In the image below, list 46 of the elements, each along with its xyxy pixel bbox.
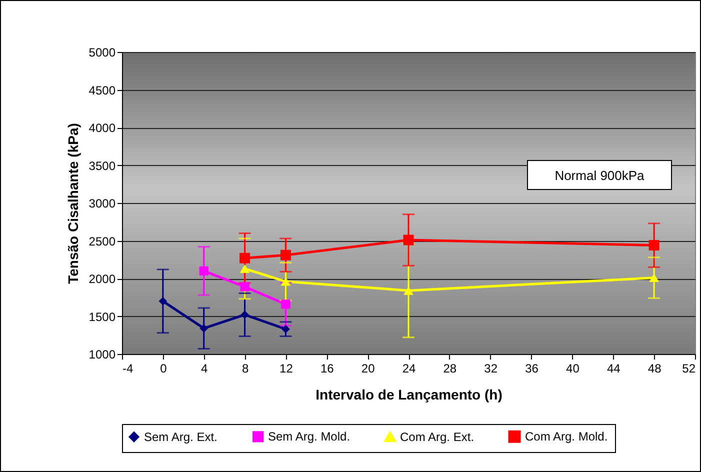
legend-label: Com Arg. Ext. (400, 430, 474, 444)
y-tick-label: 1000 (88, 348, 116, 362)
x-tick-label: 40 (566, 362, 580, 376)
y-axis-title: Tensão Cisalhante (kPa) (64, 123, 81, 284)
point (280, 277, 291, 286)
point (403, 234, 414, 246)
x-tick-label: 12 (280, 362, 294, 376)
y-tick-label: 3500 (88, 158, 116, 173)
legend-label: Sem Arg. Ext. (144, 430, 218, 444)
point (199, 266, 208, 276)
y-tick-label: 2000 (88, 272, 116, 286)
x-axis-title: Intervalo de Lançamento (h) (316, 386, 502, 402)
x-tick-label: 28 (443, 362, 457, 376)
x-tick-label: 8 (242, 362, 249, 376)
point (282, 324, 290, 334)
point (280, 250, 291, 260)
y-tick-label: 4500 (88, 83, 116, 98)
y-tick-label: 5000 (88, 46, 116, 60)
x-tick-label: 0 (160, 362, 168, 376)
point (281, 300, 290, 309)
x-tick-label: 4 (201, 362, 208, 376)
x-tick-label: 36 (525, 362, 539, 376)
x-tick-label: 20 (361, 362, 376, 376)
y-tick-label: 3000 (88, 196, 116, 210)
legend-label: Com Arg. Mold. (525, 430, 608, 444)
x-tick-label: 52 (682, 362, 696, 376)
point (404, 286, 414, 295)
point (200, 324, 208, 333)
point (648, 240, 660, 251)
y-tick-label: 4000 (88, 121, 116, 135)
y-tick-label: 1500 (88, 310, 116, 324)
point (649, 273, 659, 282)
x-tick-label: 24 (402, 362, 416, 376)
point (158, 296, 168, 306)
x-tick-label: 32 (484, 362, 498, 376)
point (240, 252, 250, 264)
note-box: Normal 900kPa (527, 160, 672, 190)
x-tick-label: 16 (320, 362, 334, 376)
x-tick-label: -4 (122, 362, 134, 376)
point (240, 310, 249, 319)
y-tick-label: 2500 (88, 234, 116, 248)
x-tick-label: 44 (606, 362, 621, 376)
point (240, 264, 250, 273)
x-tick-label: 48 (648, 362, 662, 376)
point (240, 282, 250, 292)
legend-label: Sem Arg. Mold. (268, 430, 350, 444)
